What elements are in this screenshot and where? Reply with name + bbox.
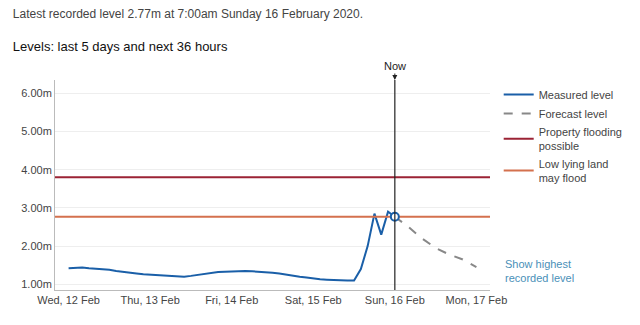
svg-text:6.00m: 6.00m — [21, 87, 52, 99]
svg-text:4.00m: 4.00m — [21, 164, 52, 176]
svg-text:5.00m: 5.00m — [21, 125, 52, 137]
svg-text:Forecast level: Forecast level — [539, 108, 607, 120]
svg-text:Measured level: Measured level — [539, 89, 614, 101]
svg-text:2.00m: 2.00m — [21, 240, 52, 252]
svg-text:Low lying landmay flood: Low lying landmay flood — [539, 158, 609, 184]
svg-text:Property floodingpossible: Property floodingpossible — [539, 126, 622, 152]
svg-text:Now: Now — [384, 60, 406, 72]
svg-text:Levels: last 5 days and next 3: Levels: last 5 days and next 36 hours — [13, 39, 228, 54]
svg-text:Latest recorded level 2.77m at: Latest recorded level 2.77m at 7:00am Su… — [13, 7, 363, 21]
svg-text:Fri, 14 Feb: Fri, 14 Feb — [205, 294, 258, 306]
svg-text:1.00m: 1.00m — [21, 278, 52, 290]
svg-text:Thu, 13 Feb: Thu, 13 Feb — [120, 294, 179, 306]
svg-text:Sat, 15 Feb: Sat, 15 Feb — [285, 294, 342, 306]
svg-text:Wed, 12 Feb: Wed, 12 Feb — [37, 294, 100, 306]
svg-text:Show highestrecorded level: Show highestrecorded level — [505, 258, 574, 284]
svg-text:Sun, 16 Feb: Sun, 16 Feb — [365, 294, 425, 306]
svg-text:3.00m: 3.00m — [21, 202, 52, 214]
svg-text:Mon, 17 Feb: Mon, 17 Feb — [446, 294, 508, 306]
